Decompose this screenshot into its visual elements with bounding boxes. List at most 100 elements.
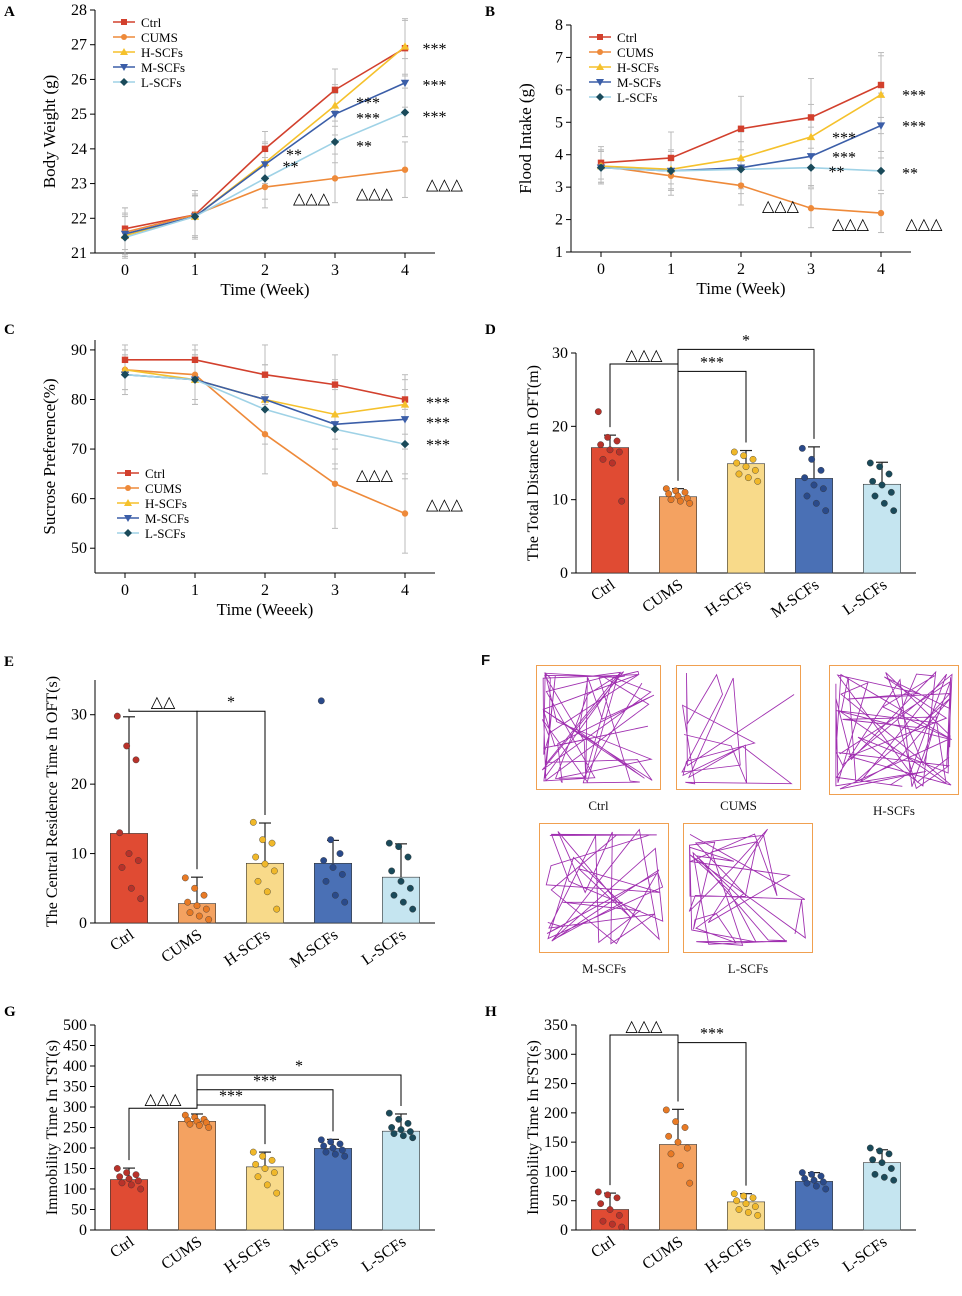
data-point-ctrl bbox=[597, 441, 605, 449]
data-point-m-scfs bbox=[317, 1136, 325, 1144]
significance-label: *** bbox=[700, 354, 724, 371]
data-point-cums bbox=[261, 183, 269, 191]
data-point-h-scfs bbox=[270, 1169, 278, 1177]
significance-annotation: △△△ bbox=[426, 177, 464, 194]
y-axis-title: Sucrose Preference(%) bbox=[40, 378, 59, 534]
data-point-cums bbox=[667, 172, 675, 179]
data-point-ctrl bbox=[123, 1169, 131, 1177]
data-point-h-scfs bbox=[120, 365, 130, 373]
data-point-l-scfs bbox=[330, 425, 340, 434]
significance-label: * bbox=[742, 332, 750, 349]
data-point-h-scfs bbox=[261, 1165, 269, 1172]
data-point-m-scfs bbox=[329, 1144, 337, 1152]
panel-letter: A bbox=[4, 4, 15, 20]
data-point-ctrl bbox=[137, 895, 145, 903]
data-point-m-scfs bbox=[322, 877, 330, 885]
data-point-ctrl bbox=[127, 884, 135, 892]
data-point-l-scfs bbox=[390, 891, 398, 899]
trajectory-path bbox=[541, 670, 655, 784]
data-point-l-scfs bbox=[876, 1147, 884, 1155]
data-point-m-scfs bbox=[810, 1176, 818, 1184]
data-point-h-scfs bbox=[735, 1206, 743, 1213]
data-point-ctrl bbox=[606, 1206, 614, 1213]
y-tick-label: 350 bbox=[63, 1079, 87, 1096]
data-point-m-scfs bbox=[338, 870, 346, 878]
x-tick-label: L-SCFs bbox=[840, 1233, 891, 1275]
data-point-ctrl bbox=[613, 1194, 621, 1202]
y-tick-label: 50 bbox=[552, 1193, 568, 1210]
oft-arena-l-scfs bbox=[683, 823, 813, 953]
y-tick-label: 6 bbox=[555, 82, 563, 99]
panel-letter: E bbox=[4, 654, 14, 670]
significance-label: △△ bbox=[151, 694, 176, 711]
x-tick-label: H-SCFs bbox=[702, 1233, 754, 1277]
data-point-cums bbox=[331, 480, 339, 487]
y-tick-label: 2 bbox=[555, 212, 563, 229]
significance-annotation: *** bbox=[426, 415, 450, 432]
significance-annotation: ** bbox=[356, 138, 372, 155]
data-point-l-scfs bbox=[878, 481, 886, 489]
data-point-h-scfs bbox=[273, 1189, 281, 1197]
data-point-cums bbox=[665, 1132, 673, 1140]
y-tick-label: 200 bbox=[544, 1105, 568, 1122]
legend-marker bbox=[597, 49, 603, 55]
data-point-ctrl bbox=[113, 1165, 121, 1172]
data-point-h-scfs bbox=[330, 410, 340, 418]
y-tick-label: 28 bbox=[71, 2, 87, 19]
legend-marker bbox=[124, 499, 132, 506]
y-tick-label: 10 bbox=[552, 492, 568, 509]
legend-label: L-SCFs bbox=[145, 526, 185, 541]
data-point-h-scfs bbox=[742, 1200, 750, 1208]
data-point-h-scfs bbox=[261, 860, 269, 868]
trajectory-plot bbox=[688, 828, 806, 946]
data-point-ctrl bbox=[331, 381, 339, 388]
data-point-h-scfs bbox=[259, 836, 267, 844]
data-point-cums bbox=[681, 488, 689, 496]
data-point-m-scfs bbox=[817, 466, 825, 474]
legend-marker bbox=[124, 529, 132, 537]
oft-label-ctrl: Ctrl bbox=[588, 798, 609, 813]
data-point-ctrl bbox=[113, 712, 121, 720]
data-point-cums bbox=[807, 205, 815, 212]
legend-label: H-SCFs bbox=[617, 60, 659, 75]
data-point-m-scfs bbox=[329, 864, 337, 871]
y-tick-label: 22 bbox=[71, 210, 87, 227]
data-point-h-scfs bbox=[730, 1190, 738, 1198]
y-tick-label: 4 bbox=[555, 147, 563, 164]
data-point-m-scfs bbox=[822, 507, 830, 515]
legend-label: CUMS bbox=[145, 481, 182, 496]
y-tick-label: 90 bbox=[71, 342, 87, 359]
y-tick-label: 27 bbox=[71, 37, 87, 54]
trajectory-plot bbox=[835, 670, 953, 790]
data-point-ctrl bbox=[615, 1211, 623, 1219]
data-point-m-scfs bbox=[812, 499, 820, 507]
data-point-m-scfs bbox=[803, 492, 811, 500]
y-tick-label: 20 bbox=[552, 418, 568, 435]
data-point-l-scfs bbox=[406, 1128, 414, 1136]
x-tick-label: 2 bbox=[261, 262, 269, 279]
trajectory-plot bbox=[681, 673, 795, 785]
legend-label: Ctrl bbox=[141, 15, 162, 30]
chart-c-svg: C 50 60 70 80 90 0 1 2 3 4 Time (Weeek) Sucrose Pref… bbox=[4, 322, 464, 619]
y-tick-label: 0 bbox=[560, 565, 568, 582]
panel-e: E 0 10 20 30 The Central Residence Time In OF… bbox=[0, 650, 481, 990]
data-point-cums bbox=[676, 497, 684, 505]
y-tick-label: 26 bbox=[71, 71, 87, 88]
bar-ctrl bbox=[591, 447, 630, 574]
data-point-ctrl bbox=[877, 81, 885, 89]
y-tick-label: 50 bbox=[71, 540, 87, 557]
x-tick-label: CUMS bbox=[639, 1233, 686, 1273]
data-point-ctrl bbox=[667, 154, 675, 162]
y-tick-label: 8 bbox=[555, 17, 563, 34]
legend-marker bbox=[125, 485, 131, 491]
significance-annotation: △△△ bbox=[356, 467, 394, 484]
data-point-h-scfs bbox=[742, 463, 750, 471]
data-point-l-scfs bbox=[890, 1176, 898, 1184]
significance-label: * bbox=[295, 1058, 303, 1075]
data-point-ctrl bbox=[608, 1220, 616, 1228]
data-point-cums bbox=[401, 166, 409, 173]
data-point-l-scfs bbox=[397, 1126, 405, 1133]
data-point-cums bbox=[202, 905, 210, 913]
x-tick-label: 0 bbox=[121, 582, 129, 599]
significance-annotation: *** bbox=[426, 437, 450, 454]
